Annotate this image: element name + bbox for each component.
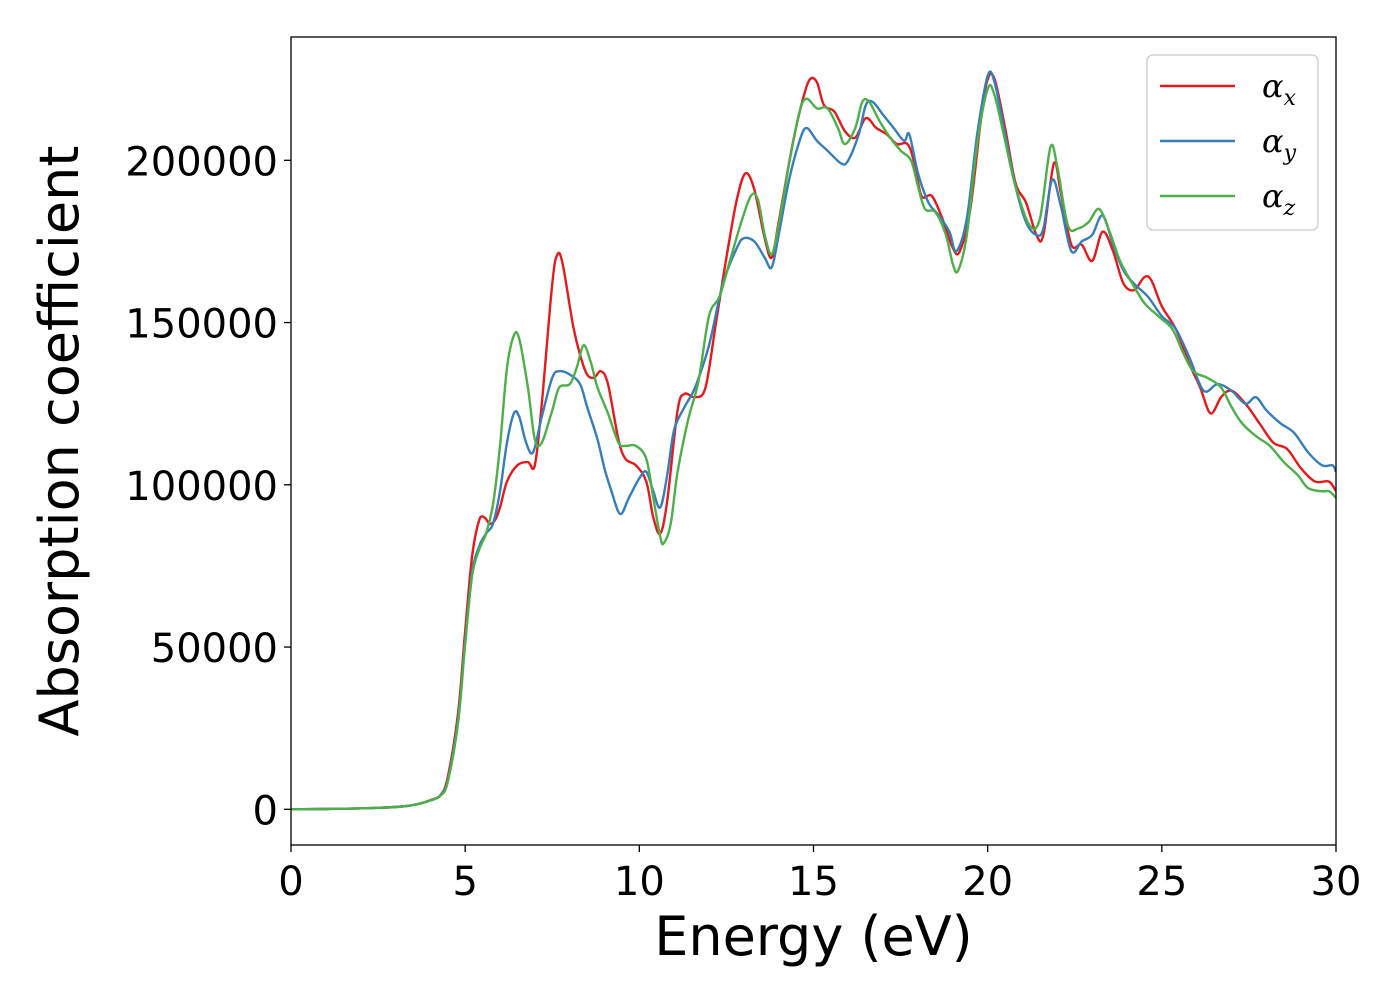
series-line-z	[291, 83, 1336, 811]
x-tick-label: 20	[962, 859, 1013, 905]
y-axis-label: Absorption coefficient	[28, 146, 91, 737]
x-axis: 0 5 10 15 20 25 30	[278, 845, 1361, 905]
legend-label-y: αy	[1262, 122, 1297, 166]
x-tick-label: 0	[278, 859, 303, 905]
x-tick-label: 10	[614, 859, 665, 905]
y-tick-label: 50000	[151, 626, 278, 672]
legend-label-x: αx	[1262, 67, 1297, 111]
y-tick-label: 200000	[125, 139, 278, 185]
x-tick-label: 30	[1311, 859, 1362, 905]
legend-label-z: αz	[1262, 177, 1296, 221]
legend: αx αy αz	[1146, 54, 1319, 231]
x-tick-label: 5	[452, 859, 477, 905]
series-line-x	[291, 72, 1336, 811]
y-tick-label: 0	[253, 788, 278, 834]
x-axis-label: Energy (eV)	[654, 905, 973, 968]
legend-box	[1146, 54, 1319, 231]
y-tick-label: 100000	[125, 464, 278, 510]
x-tick-label: 25	[1136, 859, 1187, 905]
x-tick-label: 15	[788, 859, 839, 905]
y-tick-label: 150000	[125, 302, 278, 348]
y-axis: 0 50000 100000 150000 200000	[125, 139, 291, 834]
series-layer	[291, 70, 1336, 811]
